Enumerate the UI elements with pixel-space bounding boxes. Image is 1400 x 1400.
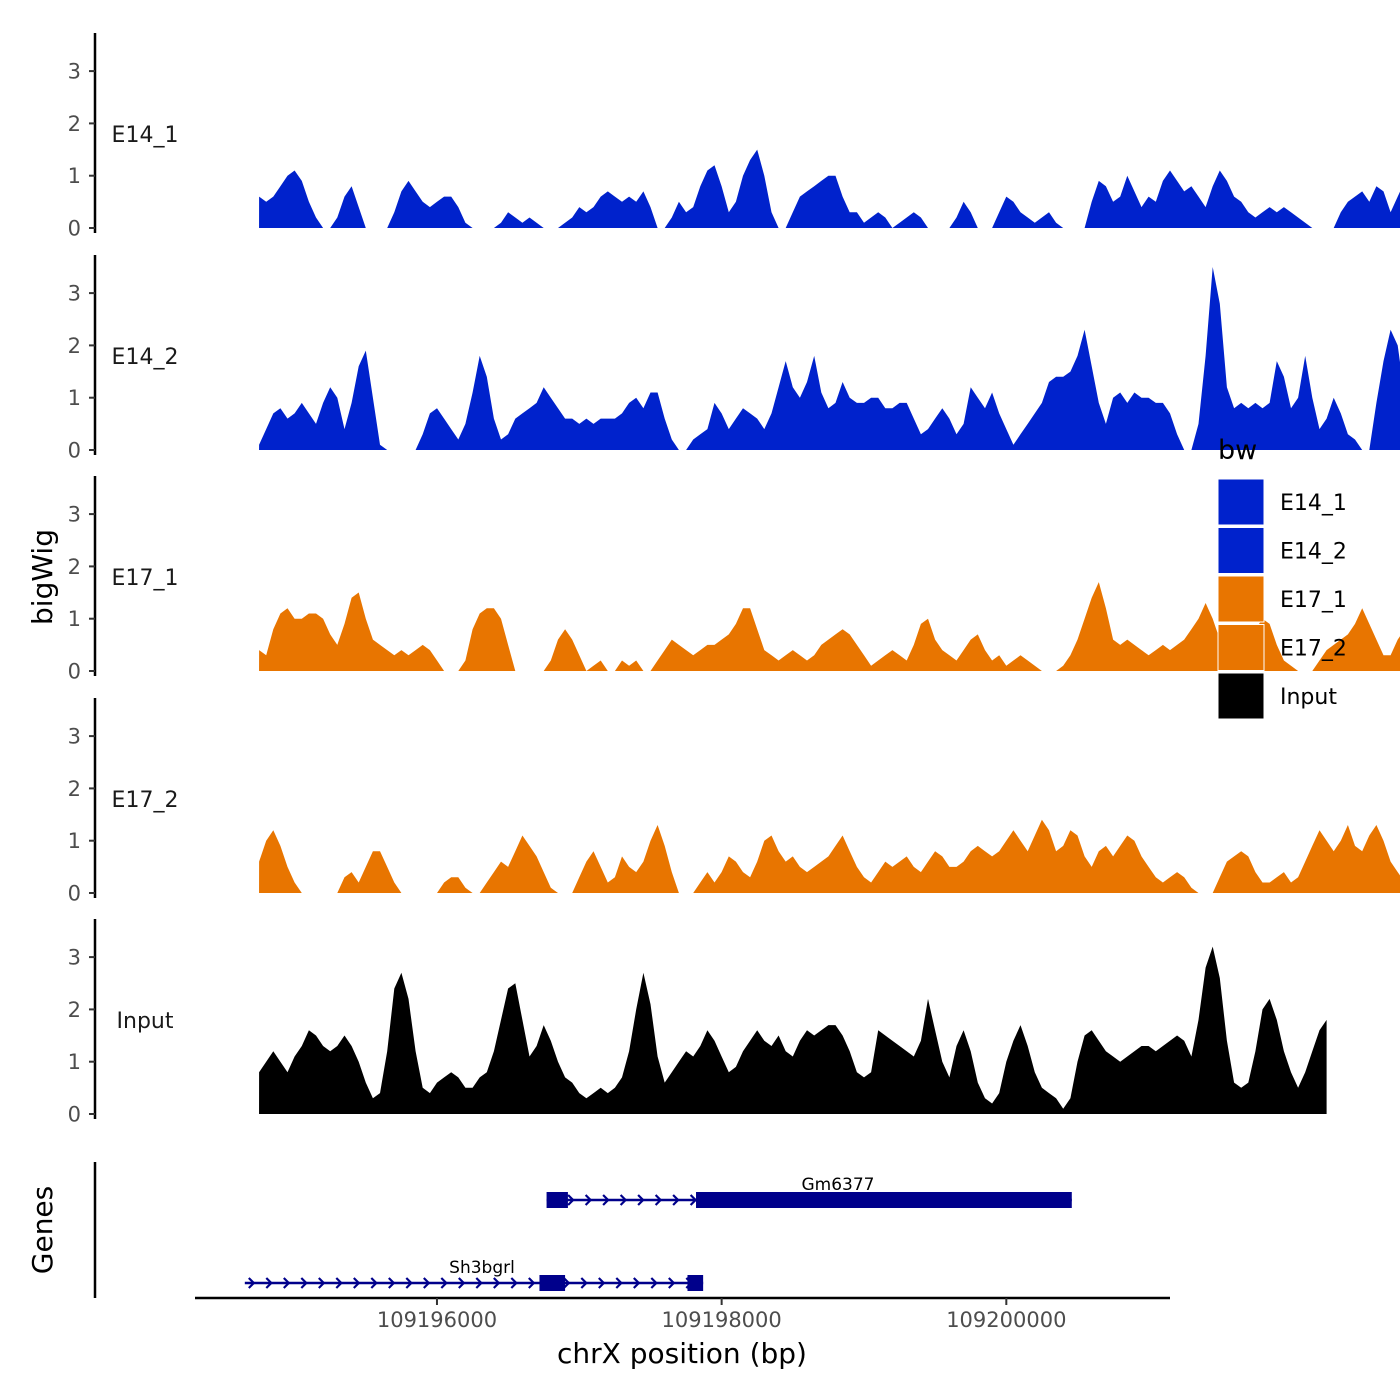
- strand-arrow: [654, 1194, 663, 1206]
- strand-arrow: [528, 1277, 536, 1289]
- x-tick-label: 109196000: [377, 1308, 497, 1332]
- track-panel-E17_2: 0 1 2 3 E17_2: [68, 698, 1400, 906]
- track-label: Input: [117, 1009, 174, 1034]
- legend-label: Input: [1280, 685, 1337, 710]
- strand-arrow: [633, 1277, 641, 1289]
- track-panel-Input: 0 1 2 3 Input: [68, 919, 1327, 1127]
- y-tick-label: 0: [68, 217, 81, 241]
- track-label: E17_2: [112, 788, 179, 813]
- y-tick-label: 1: [68, 1050, 81, 1074]
- legend: bw E14_1 E14_2 E17_1 E17_2 Input: [1217, 435, 1347, 720]
- strand-arrow: [510, 1277, 518, 1289]
- x-axis-title: chrX position (bp): [557, 1337, 807, 1370]
- strand-arrow: [672, 1194, 680, 1206]
- strand-arrow: [598, 1277, 606, 1289]
- strand-arrow: [580, 1277, 588, 1289]
- y-tick-label: 3: [68, 60, 81, 84]
- legend-label: E17_2: [1280, 637, 1347, 662]
- legend-swatch-E17_1: [1217, 575, 1265, 623]
- gene-exon: [546, 1192, 568, 1208]
- strand-arrow: [388, 1277, 396, 1289]
- y-tick-label: 1: [68, 386, 81, 410]
- coverage-area-E14_2: [259, 267, 1400, 450]
- y-tick-label: 1: [68, 164, 81, 188]
- y-tick-label: 2: [68, 777, 81, 801]
- strand-arrow: [318, 1277, 326, 1289]
- legend-title: bw: [1218, 435, 1257, 466]
- y-tick-label: 3: [68, 282, 81, 306]
- y-tick-label: 2: [68, 112, 81, 136]
- y-tick-label: 2: [68, 998, 81, 1022]
- y-tick-label: 0: [68, 882, 81, 906]
- strand-arrow: [458, 1277, 466, 1289]
- strand-arrow: [405, 1277, 413, 1289]
- legend-swatch-E17_2: [1217, 624, 1265, 671]
- strand-arrow: [650, 1277, 658, 1289]
- strand-arrow: [335, 1277, 343, 1289]
- y-tick-label: 3: [68, 503, 81, 527]
- strand-arrow: [615, 1277, 623, 1289]
- gene-Gm6377: Gm6377: [546, 1175, 1072, 1208]
- strand-arrow: [440, 1277, 448, 1289]
- y-tick-label: 2: [68, 555, 81, 579]
- track-panel-E14_2: 0 1 2 3 E14_2: [68, 255, 1400, 463]
- strand-arrow: [668, 1277, 676, 1289]
- strand-arrow: [423, 1277, 431, 1289]
- coverage-area-Input: [259, 946, 1327, 1114]
- strand-arrow: [637, 1194, 645, 1206]
- coverage-panels: 0 1 2 3 E14_1 0 1 2 3 E14_2 0 1 2 3 E17_1 0 1 2 3 E17_2 0 1 2 3…: [68, 33, 1400, 1127]
- x-axis: 109196000 109198000 109200000: [195, 1296, 1170, 1332]
- y-tick-label: 1: [68, 607, 81, 631]
- gene-label: Gm6377: [802, 1175, 875, 1195]
- strand-arrow: [300, 1277, 308, 1289]
- y-tick-label: 0: [68, 1103, 81, 1127]
- coverage-area-E17_1: [259, 582, 1400, 671]
- genes-panel: Genes Gm6377 Sh3bgrl: [26, 1162, 1072, 1298]
- x-tick-label: 109198000: [662, 1308, 782, 1332]
- legend-label: E14_2: [1280, 540, 1347, 565]
- strand-arrow: [248, 1277, 256, 1289]
- strand-arrow: [689, 1194, 698, 1206]
- y-tick-label: 3: [68, 946, 81, 970]
- gene-exon: [539, 1275, 566, 1291]
- track-label: E14_1: [112, 123, 179, 148]
- y-tick-label: 0: [68, 439, 81, 463]
- y-axis-title: bigWig: [26, 529, 59, 625]
- legend-swatch-E14_2: [1217, 527, 1265, 574]
- strand-arrow: [353, 1277, 361, 1289]
- y-tick-label: 2: [68, 334, 81, 358]
- strand-arrow: [475, 1277, 483, 1289]
- legend-swatch-Input: [1217, 672, 1265, 720]
- strand-arrow: [493, 1277, 501, 1289]
- y-tick-label: 3: [68, 725, 81, 749]
- track-label: E17_1: [112, 566, 179, 591]
- strand-arrow: [584, 1194, 593, 1206]
- strand-arrow: [370, 1277, 378, 1289]
- strand-arrow: [602, 1194, 610, 1206]
- strand-arrow: [283, 1277, 291, 1289]
- strand-arrow: [563, 1277, 571, 1289]
- legend-label: E14_1: [1280, 491, 1347, 516]
- genes-axis-title: Genes: [26, 1186, 59, 1274]
- strand-arrow: [265, 1277, 273, 1289]
- y-tick-label: 1: [68, 829, 81, 853]
- gene-Sh3bgrl: Sh3bgrl: [244, 1258, 704, 1291]
- legend-label: E17_1: [1280, 588, 1347, 613]
- strand-arrow: [619, 1194, 628, 1206]
- x-tick-label: 109200000: [946, 1308, 1066, 1332]
- gene-label: Sh3bgrl: [449, 1258, 515, 1278]
- legend-swatch-E14_1: [1217, 478, 1265, 526]
- coverage-area-E14_1: [259, 149, 1400, 228]
- track-panel-E17_1: 0 1 2 3 E17_1: [68, 476, 1400, 684]
- track-label: E14_2: [112, 345, 179, 370]
- strand-arrow: [567, 1194, 575, 1206]
- track-panel-E14_1: 0 1 2 3 E14_1: [68, 33, 1400, 241]
- gene-exon: [687, 1275, 704, 1291]
- coverage-area-E17_2: [259, 819, 1400, 893]
- y-tick-label: 0: [68, 660, 81, 684]
- gene-exon: [696, 1192, 1072, 1208]
